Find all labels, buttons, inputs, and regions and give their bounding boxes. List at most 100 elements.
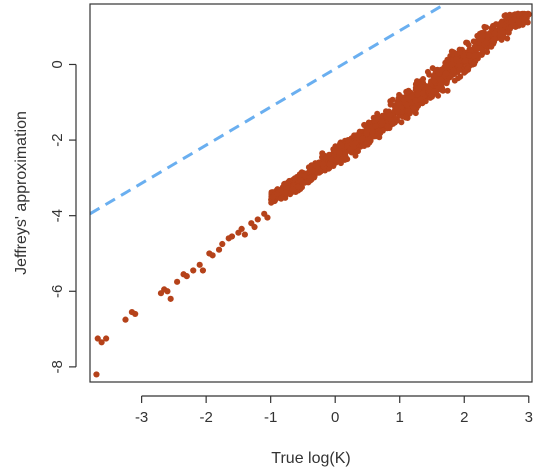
band-point bbox=[466, 52, 473, 59]
x-tick-label: 0 bbox=[331, 409, 339, 426]
band-point bbox=[485, 31, 492, 38]
band-point bbox=[326, 151, 333, 158]
data-point bbox=[164, 288, 171, 295]
band-point bbox=[430, 88, 437, 95]
reference-line-layer bbox=[90, 4, 446, 216]
band-point bbox=[417, 96, 424, 102]
band-point bbox=[506, 11, 513, 18]
band-point bbox=[521, 16, 528, 23]
band-point bbox=[422, 98, 429, 105]
band-point bbox=[396, 102, 402, 108]
band-point bbox=[424, 68, 431, 75]
data-point bbox=[132, 310, 139, 318]
band-point bbox=[450, 67, 457, 74]
band-point bbox=[431, 78, 438, 85]
band-point bbox=[367, 134, 374, 141]
data-point bbox=[215, 246, 223, 253]
x-tick-label: 1 bbox=[396, 409, 404, 426]
band-point bbox=[269, 193, 276, 200]
x-axis-label: True log(K) bbox=[271, 450, 350, 467]
band-point bbox=[383, 108, 389, 115]
data-point bbox=[238, 225, 245, 233]
band-point bbox=[363, 130, 370, 137]
y-tick-label: -2 bbox=[49, 133, 66, 146]
band-point bbox=[444, 87, 451, 94]
band-point bbox=[456, 67, 463, 74]
band-point bbox=[488, 43, 495, 50]
band-point bbox=[408, 93, 415, 100]
band-point bbox=[359, 135, 366, 142]
band-point bbox=[361, 143, 368, 149]
band-point bbox=[472, 44, 478, 51]
band-point bbox=[282, 189, 289, 196]
data-point bbox=[122, 316, 129, 323]
data-point bbox=[361, 121, 368, 129]
band-point bbox=[491, 30, 498, 37]
band-point bbox=[317, 168, 324, 175]
y-tick-label: -8 bbox=[49, 360, 66, 373]
band-point bbox=[387, 101, 394, 108]
band-point bbox=[296, 172, 303, 178]
band-point bbox=[386, 112, 393, 119]
data-point bbox=[199, 267, 207, 274]
band-point bbox=[295, 183, 301, 190]
band-point bbox=[423, 84, 430, 91]
data-points-layer bbox=[93, 121, 368, 378]
band-point bbox=[457, 73, 464, 80]
band-point bbox=[402, 114, 409, 121]
band-point bbox=[377, 130, 384, 137]
band-point bbox=[355, 131, 362, 138]
band-point bbox=[508, 19, 515, 25]
x-tick-label: 2 bbox=[460, 409, 468, 426]
data-point bbox=[167, 295, 174, 302]
band-point bbox=[306, 178, 313, 184]
data-point bbox=[196, 261, 203, 268]
band-point bbox=[463, 39, 470, 46]
band-point bbox=[490, 22, 496, 29]
band-point bbox=[351, 140, 358, 146]
band-point bbox=[284, 179, 291, 186]
band-point bbox=[384, 123, 391, 130]
band-point bbox=[389, 96, 396, 103]
y-tick-label: -4 bbox=[49, 209, 66, 222]
band-point bbox=[456, 49, 463, 56]
band-point bbox=[415, 90, 422, 97]
band-point bbox=[483, 39, 490, 46]
band-point bbox=[522, 11, 529, 18]
band-point bbox=[479, 47, 486, 54]
band-point bbox=[338, 156, 345, 162]
x-tick-label: -1 bbox=[264, 409, 277, 426]
band-point bbox=[343, 143, 350, 150]
y-tick-label: -6 bbox=[49, 285, 66, 298]
y-axis: -8 -6 -4 -2 0 bbox=[49, 60, 77, 374]
band-point bbox=[483, 24, 490, 31]
band-point bbox=[479, 32, 486, 39]
band-point bbox=[372, 123, 379, 129]
band-point bbox=[352, 152, 359, 159]
band-point bbox=[328, 156, 335, 163]
data-band-layer bbox=[268, 10, 532, 206]
data-point bbox=[241, 231, 248, 238]
band-point bbox=[453, 56, 460, 62]
band-point bbox=[342, 149, 349, 156]
band-point bbox=[437, 81, 444, 88]
band-point bbox=[419, 90, 426, 97]
band-point bbox=[299, 180, 306, 186]
x-axis: -3 -2 -1 0 1 2 3 bbox=[135, 395, 533, 426]
band-point bbox=[395, 95, 402, 102]
band-point bbox=[444, 56, 451, 63]
band-point bbox=[306, 165, 313, 172]
band-point bbox=[462, 68, 469, 75]
band-point bbox=[278, 195, 285, 202]
band-point bbox=[400, 97, 407, 103]
data-point bbox=[98, 339, 105, 346]
data-point bbox=[228, 233, 236, 240]
y-axis-label: Jeffreys' approximation bbox=[13, 111, 30, 275]
band-point bbox=[507, 26, 513, 32]
data-point bbox=[219, 240, 226, 248]
band-point bbox=[500, 32, 507, 39]
band-point bbox=[403, 102, 410, 108]
band-point bbox=[412, 97, 419, 104]
band-point bbox=[515, 10, 521, 17]
